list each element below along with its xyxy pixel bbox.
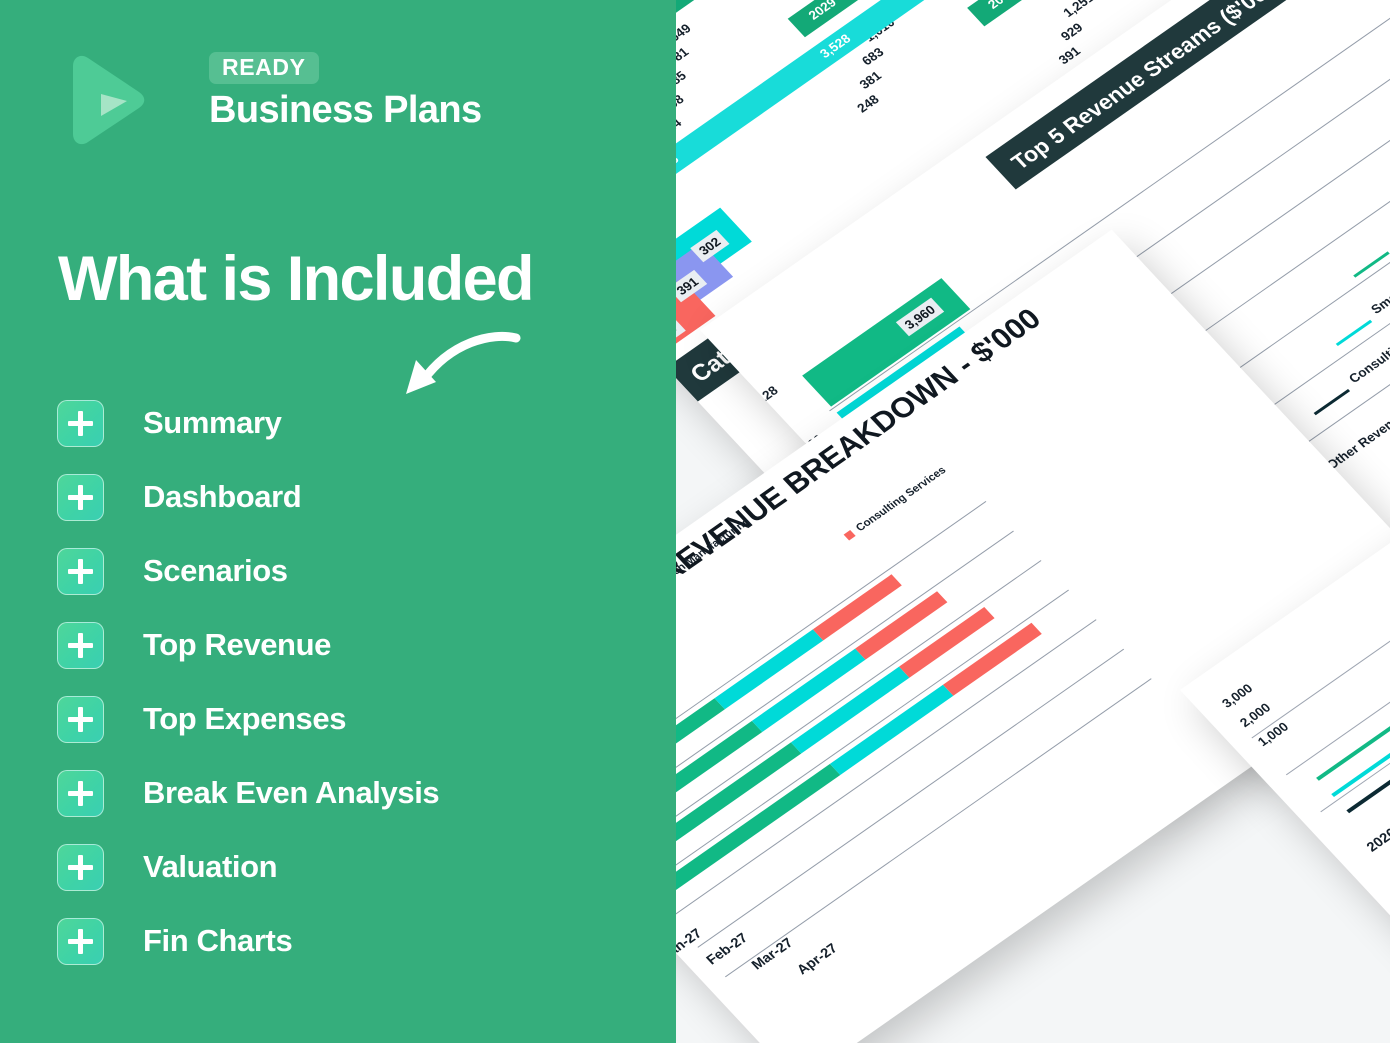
feature-item-fin-charts[interactable]: Fin Charts xyxy=(57,904,657,978)
feature-label: Summary xyxy=(143,405,282,440)
left-green-panel: READY Business Plans What is Included Su… xyxy=(0,0,676,1043)
feature-label: Scenarios xyxy=(143,553,288,588)
gridline xyxy=(697,648,1125,948)
feature-label: Fin Charts xyxy=(143,923,293,958)
cell-2030-2: 929 xyxy=(1057,19,1086,44)
legend-label-consulting: Consulting Services xyxy=(1345,303,1390,386)
gridline xyxy=(620,560,1042,860)
feature-item-scenarios[interactable]: Scenarios xyxy=(57,534,657,608)
cell-2029-4: 248 xyxy=(853,91,882,116)
feature-item-valuation[interactable]: Valuation xyxy=(57,830,657,904)
cell-2029-2: 683 xyxy=(858,44,887,69)
plus-icon xyxy=(57,547,104,595)
plus-icon xyxy=(57,769,104,817)
line-axis-1000: 1,000 xyxy=(1254,719,1292,750)
plus-icon xyxy=(57,399,104,447)
curved-arrow-down-left-icon xyxy=(406,331,521,394)
feature-list: Summary Dashboard Scenarios Top Revenue … xyxy=(57,386,657,978)
month-label-apr: Apr-27 xyxy=(793,940,841,978)
feature-item-break-even-analysis[interactable]: Break Even Analysis xyxy=(57,756,657,830)
legend-dash-consulting xyxy=(1313,388,1351,416)
legend-swatch-consulting xyxy=(843,529,856,541)
legend-label-brk-consulting: Consulting Services xyxy=(853,464,949,534)
ready-badge: READY xyxy=(209,52,319,84)
feature-label: Top Expenses xyxy=(143,701,347,736)
plus-icon xyxy=(57,917,104,965)
plus-icon xyxy=(57,621,104,669)
feature-item-top-expenses[interactable]: Top Expenses xyxy=(57,682,657,756)
feature-label: Break Even Analysis xyxy=(143,775,440,810)
feature-item-top-revenue[interactable]: Top Revenue xyxy=(57,608,657,682)
feature-item-summary[interactable]: Summary xyxy=(57,386,657,460)
brand-name: Business Plans xyxy=(209,89,482,131)
month-label-mar: Mar-27 xyxy=(747,934,796,973)
feature-item-dashboard[interactable]: Dashboard xyxy=(57,460,657,534)
legend-label-other-revenue: Other Revenue xyxy=(1323,408,1390,473)
feature-label: Dashboard xyxy=(143,479,302,514)
brand-text: READY Business Plans xyxy=(209,52,482,131)
gridline xyxy=(642,589,1069,889)
feature-label: Valuation xyxy=(143,849,278,884)
page-title: What is Included xyxy=(58,244,535,314)
cell-2030-1: 1,251 xyxy=(1060,0,1098,20)
feature-label: Top Revenue xyxy=(143,627,331,662)
spreadsheet-collage: Name Table of Contents 128.9 2028 2029 2… xyxy=(620,0,1390,1043)
gridline xyxy=(724,678,1152,978)
gridline xyxy=(669,619,1097,919)
month-label-feb: Feb-27 xyxy=(702,929,751,968)
legend-dash-smallbatch xyxy=(1335,319,1373,347)
play-triangle-icon xyxy=(73,55,145,145)
line-series-1 xyxy=(1316,634,1390,781)
plus-icon xyxy=(57,843,104,891)
plus-icon xyxy=(57,473,104,521)
line-axis-year-2026: 2026 xyxy=(1362,824,1390,855)
plus-icon xyxy=(57,695,104,743)
cell-2029-3: 381 xyxy=(856,68,885,92)
brand-logo[interactable]: READY Business Plans xyxy=(63,52,483,162)
line-axis-3000: 3,000 xyxy=(1218,680,1256,711)
